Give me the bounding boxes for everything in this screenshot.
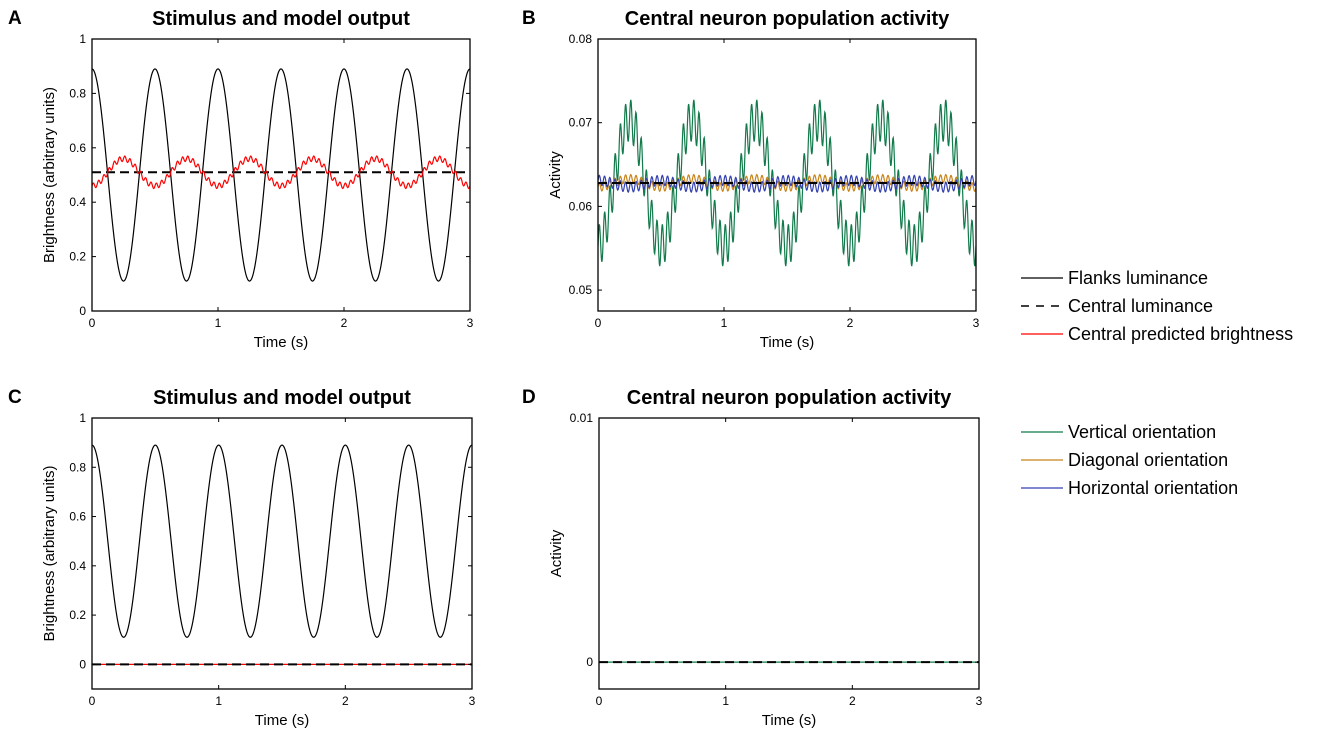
legend-bottom: Vertical orientation Diagonal orientation…: [1021, 422, 1238, 498]
series-flanks-luminance: [92, 68, 470, 282]
x-tick-label: 0: [89, 694, 96, 708]
y-tick-label: 0.8: [69, 460, 86, 474]
axes-frame: [91, 38, 471, 312]
x-tick-label: 0: [89, 316, 96, 330]
y-tick-label: 0.4: [69, 195, 86, 209]
x-axis-label: Time (s): [254, 334, 308, 351]
panel-letter: D: [522, 387, 536, 408]
x-axis-label: Time (s): [255, 712, 309, 729]
legend-label: Diagonal orientation: [1068, 450, 1228, 470]
panel-title: Stimulus and model output: [153, 387, 411, 409]
axes-frame: [598, 417, 980, 690]
series-vertical-orientation: [598, 99, 976, 267]
panel-title: Central neuron population activity: [627, 387, 952, 409]
y-axis-label: Brightness (arbitrary units): [41, 87, 58, 263]
y-tick-label: 0: [79, 304, 86, 318]
y-tick-label: 0.06: [569, 199, 593, 213]
plot-area: [92, 444, 472, 666]
y-tick-label: 0.4: [69, 559, 86, 573]
y-tick-label: 1: [79, 32, 86, 46]
panel-letter: A: [8, 8, 22, 29]
x-axis-label: Time (s): [762, 712, 816, 729]
y-tick-label: 0: [586, 655, 593, 669]
legend-label: Flanks luminance: [1068, 268, 1208, 288]
x-tick-label: 1: [722, 694, 729, 708]
panel-letter: C: [8, 387, 22, 408]
panel-title: Central neuron population activity: [625, 8, 950, 30]
series-horizontal-orientation: [598, 174, 976, 194]
y-tick-label: 0.08: [569, 32, 593, 46]
y-axis-label: Activity: [548, 529, 565, 577]
axes-frame: [597, 38, 977, 312]
y-tick-label: 0.8: [69, 86, 86, 100]
x-tick-label: 2: [849, 694, 856, 708]
y-axis-label: Activity: [547, 151, 564, 199]
y-tick-label: 0: [79, 657, 86, 671]
series-diagonal-orientation: [598, 173, 976, 193]
y-tick-label: 0.6: [69, 510, 86, 524]
legend-label: Horizontal orientation: [1068, 478, 1238, 498]
y-tick-label: 0.07: [569, 116, 593, 130]
x-tick-label: 3: [467, 316, 474, 330]
x-tick-label: 3: [469, 694, 476, 708]
x-tick-label: 0: [595, 316, 602, 330]
x-tick-label: 3: [973, 316, 980, 330]
panel-a: A Stimulus and model output 0 1 2 3 0 0.2 0.4 0.6…: [8, 8, 474, 351]
plot-area: [598, 99, 976, 267]
x-tick-label: 2: [847, 316, 854, 330]
y-axis-label: Brightness (arbitrary units): [41, 466, 58, 642]
panel-c: C Stimulus and model output 0 1 2 3 0 0.2 0.4 0.6…: [8, 387, 476, 729]
legend-label: Central luminance: [1068, 296, 1213, 316]
x-axis-label: Time (s): [760, 334, 814, 351]
x-tick-label: 3: [976, 694, 983, 708]
series-central-predicted-brightness: [92, 155, 470, 190]
y-tick-label: 1: [79, 411, 86, 425]
x-tick-label: 1: [721, 316, 728, 330]
legend-top: Flanks luminance Central luminance Central…: [1021, 268, 1293, 344]
plot-area: [92, 68, 470, 282]
x-tick-label: 1: [215, 316, 222, 330]
y-tick-label: 0.2: [69, 608, 86, 622]
panel-b: B Central neuron population activity 0 1 2 3 0…: [522, 8, 980, 351]
y-tick-label: 0.01: [570, 411, 594, 425]
series-flanks-luminance: [92, 444, 472, 638]
x-tick-label: 2: [342, 694, 349, 708]
panel-title: Stimulus and model output: [152, 8, 410, 30]
y-tick-label: 0.2: [69, 250, 86, 264]
y-tick-label: 0.6: [69, 141, 86, 155]
legend-label: Central predicted brightness: [1068, 324, 1293, 344]
panel-d: D Central neuron population activity 0 1 2 3 0…: [522, 387, 983, 729]
panel-letter: B: [522, 8, 536, 29]
x-tick-label: 0: [596, 694, 603, 708]
y-tick-label: 0.05: [569, 283, 593, 297]
axes-frame: [91, 417, 473, 690]
x-tick-label: 2: [341, 316, 348, 330]
legend-label: Vertical orientation: [1068, 422, 1216, 442]
x-tick-label: 1: [215, 694, 222, 708]
